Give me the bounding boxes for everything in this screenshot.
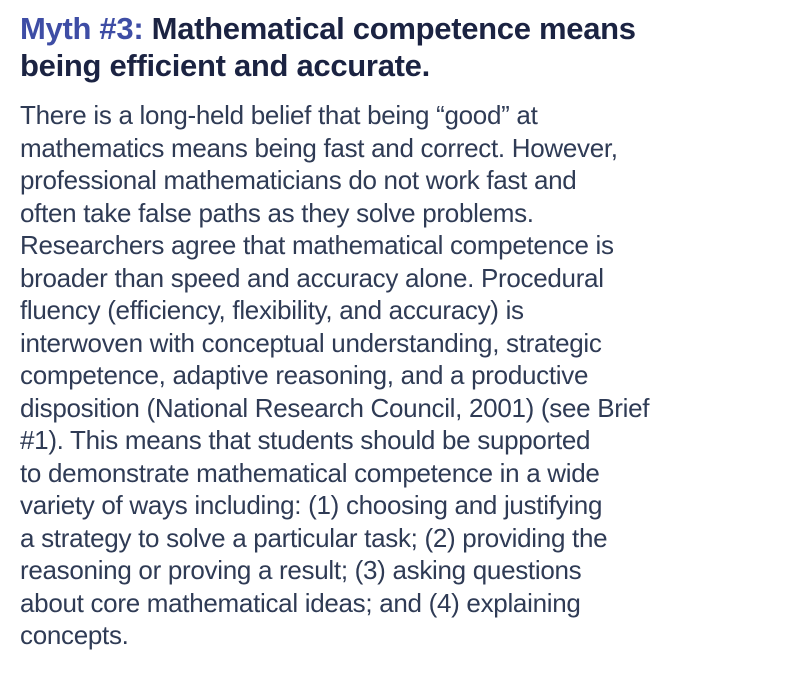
myth-heading: Myth #3: Mathematical competence means b… (20, 10, 785, 84)
myth-number-label: Myth #3: (20, 11, 144, 46)
myth-title-text: Mathematical competence means being effi… (20, 11, 636, 83)
myth-body-paragraph: There is a long-held belief that being “… (20, 100, 650, 650)
